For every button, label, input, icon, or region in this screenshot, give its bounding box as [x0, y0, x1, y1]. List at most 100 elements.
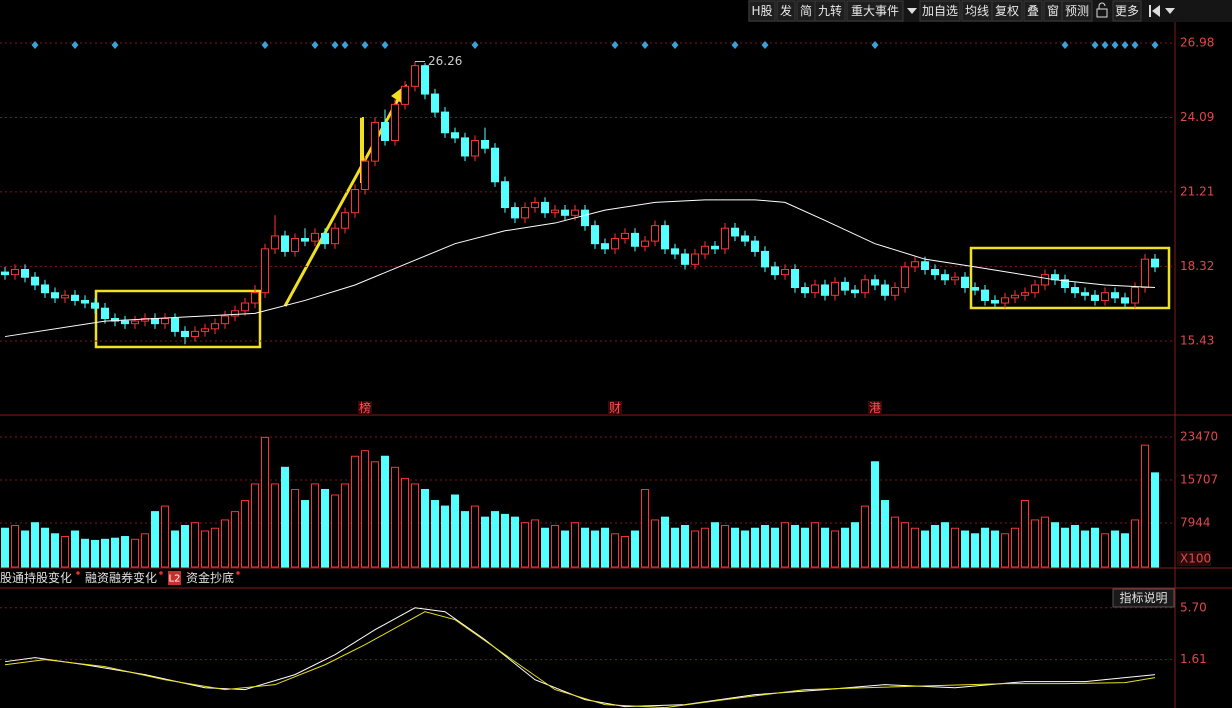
toolbar-label[interactable]: 复权 — [995, 4, 1019, 18]
toolbar-label[interactable]: 窗 — [1047, 4, 1059, 18]
volume-bar — [481, 516, 489, 568]
signal-marker — [311, 41, 319, 49]
toolbar-button[interactable] — [776, 0, 796, 22]
candle-body — [701, 245, 709, 255]
candle-body — [811, 284, 819, 294]
candle-body — [871, 279, 879, 286]
dropdown-icon[interactable] — [907, 8, 917, 14]
candle-body — [51, 292, 59, 299]
volume-bar — [221, 519, 229, 568]
candle-body — [491, 147, 499, 183]
candle-body — [481, 139, 489, 149]
tab[interactable]: 股通持股变化 — [0, 570, 72, 585]
help-button[interactable] — [1112, 588, 1175, 608]
volume-bar — [711, 522, 719, 568]
volume-bar — [281, 466, 289, 568]
volume-bar — [1, 527, 9, 568]
toolbar-label[interactable]: 均线 — [965, 4, 989, 18]
candle-body — [621, 232, 629, 240]
volume-bar — [81, 538, 89, 568]
toolbar-label[interactable]: H股 — [751, 4, 772, 18]
toolbar-label[interactable]: 重大事件 — [851, 4, 899, 18]
back-icon[interactable] — [1152, 5, 1160, 17]
volume-bar — [51, 533, 59, 568]
toolbar-label[interactable]: 发 — [780, 3, 792, 18]
y-tick-label: 26.98 — [1180, 35, 1214, 49]
volume-bar — [991, 530, 999, 568]
candle-body — [1121, 297, 1129, 304]
candle-body — [971, 287, 979, 291]
volume-bar — [321, 488, 329, 568]
volume-bar — [411, 483, 419, 568]
signal-marker — [731, 41, 739, 49]
toolbar-label[interactable]: 简 — [800, 4, 812, 18]
volume-bar — [961, 530, 969, 568]
candle-body — [711, 245, 719, 250]
volume-bar — [871, 461, 879, 568]
candle-body — [41, 284, 49, 294]
volume-bar — [1121, 533, 1129, 568]
signal-marker — [381, 41, 389, 49]
candle-body — [421, 65, 429, 95]
candle-body — [741, 235, 749, 242]
signal-marker — [71, 41, 79, 49]
toolbar-label[interactable]: 更多 — [1115, 4, 1139, 18]
volume-bar — [11, 524, 19, 568]
signal-marker — [331, 41, 339, 49]
volume-bar — [1051, 522, 1059, 568]
candle-body — [1081, 292, 1089, 296]
toolbar-label[interactable]: 预测 — [1065, 4, 1089, 18]
toolbar-button[interactable] — [1112, 0, 1142, 22]
volume-bar — [401, 477, 409, 568]
volume-bar — [1011, 527, 1019, 568]
toolbar-button[interactable] — [1061, 0, 1093, 22]
y-tick-label: 24.09 — [1180, 110, 1214, 124]
candle-body — [881, 284, 889, 296]
toolbar-button[interactable] — [1023, 0, 1043, 22]
volume-bar — [501, 513, 509, 568]
dropdown-icon[interactable] — [1165, 8, 1175, 14]
volume-bar — [451, 494, 459, 568]
volume-bar — [371, 461, 379, 568]
event-label: 榜 — [359, 400, 371, 415]
volume-bar — [441, 505, 449, 568]
candle-body — [1, 271, 9, 276]
toolbar-button[interactable] — [814, 0, 846, 22]
candle-body — [261, 248, 269, 294]
candle-body — [131, 320, 139, 325]
candle-body — [61, 294, 69, 299]
volume-bar — [771, 527, 779, 568]
lock-icon[interactable] — [1098, 2, 1106, 9]
toolbar-button[interactable] — [748, 0, 776, 22]
help-label[interactable]: 指标说明 — [1119, 590, 1167, 605]
volume-bar — [861, 505, 869, 568]
volume-bar — [621, 536, 629, 568]
volume-bar — [571, 522, 579, 568]
candle-body — [331, 227, 339, 245]
candle-body — [201, 328, 209, 332]
candle-body — [891, 287, 899, 296]
tab[interactable]: 融资融券变化 — [85, 570, 157, 585]
toolbar-label[interactable]: 叠 — [1027, 4, 1039, 18]
signal-marker — [1061, 41, 1069, 49]
lock-icon[interactable] — [1096, 8, 1108, 18]
toolbar-label[interactable]: 九转 — [818, 3, 842, 18]
candle-body — [401, 85, 409, 105]
tab[interactable]: 资金抄底 — [186, 570, 234, 585]
toolbar-button[interactable] — [846, 0, 904, 22]
toolbar-label[interactable]: 加自选 — [922, 4, 958, 18]
toolbar-button[interactable] — [919, 0, 961, 22]
candle-body — [1011, 294, 1019, 299]
toolbar-button[interactable] — [991, 0, 1023, 22]
volume-bar — [1041, 516, 1049, 568]
candle-body — [721, 227, 729, 250]
candle-body — [521, 207, 529, 219]
signal-marker — [1091, 41, 1099, 49]
volume-bar — [1081, 530, 1089, 568]
candle-body — [591, 225, 599, 245]
y-tick-label: 5.70 — [1180, 600, 1207, 614]
volume-bar — [651, 519, 659, 568]
volume-bar — [351, 455, 359, 568]
candle-body — [761, 250, 769, 268]
candle-body — [771, 266, 779, 276]
